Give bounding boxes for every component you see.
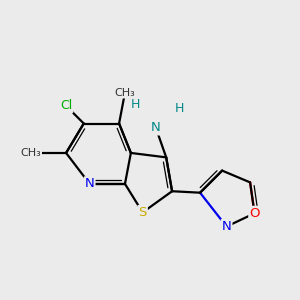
Text: CH₃: CH₃ xyxy=(20,148,41,158)
Text: Cl: Cl xyxy=(60,99,72,112)
Text: N: N xyxy=(222,220,231,233)
Text: O: O xyxy=(249,207,260,220)
Text: S: S xyxy=(139,206,147,219)
Text: CH₃: CH₃ xyxy=(115,88,135,98)
Text: N: N xyxy=(151,122,161,134)
Text: H: H xyxy=(175,102,184,115)
Text: H: H xyxy=(130,98,140,111)
Text: N: N xyxy=(85,177,94,190)
